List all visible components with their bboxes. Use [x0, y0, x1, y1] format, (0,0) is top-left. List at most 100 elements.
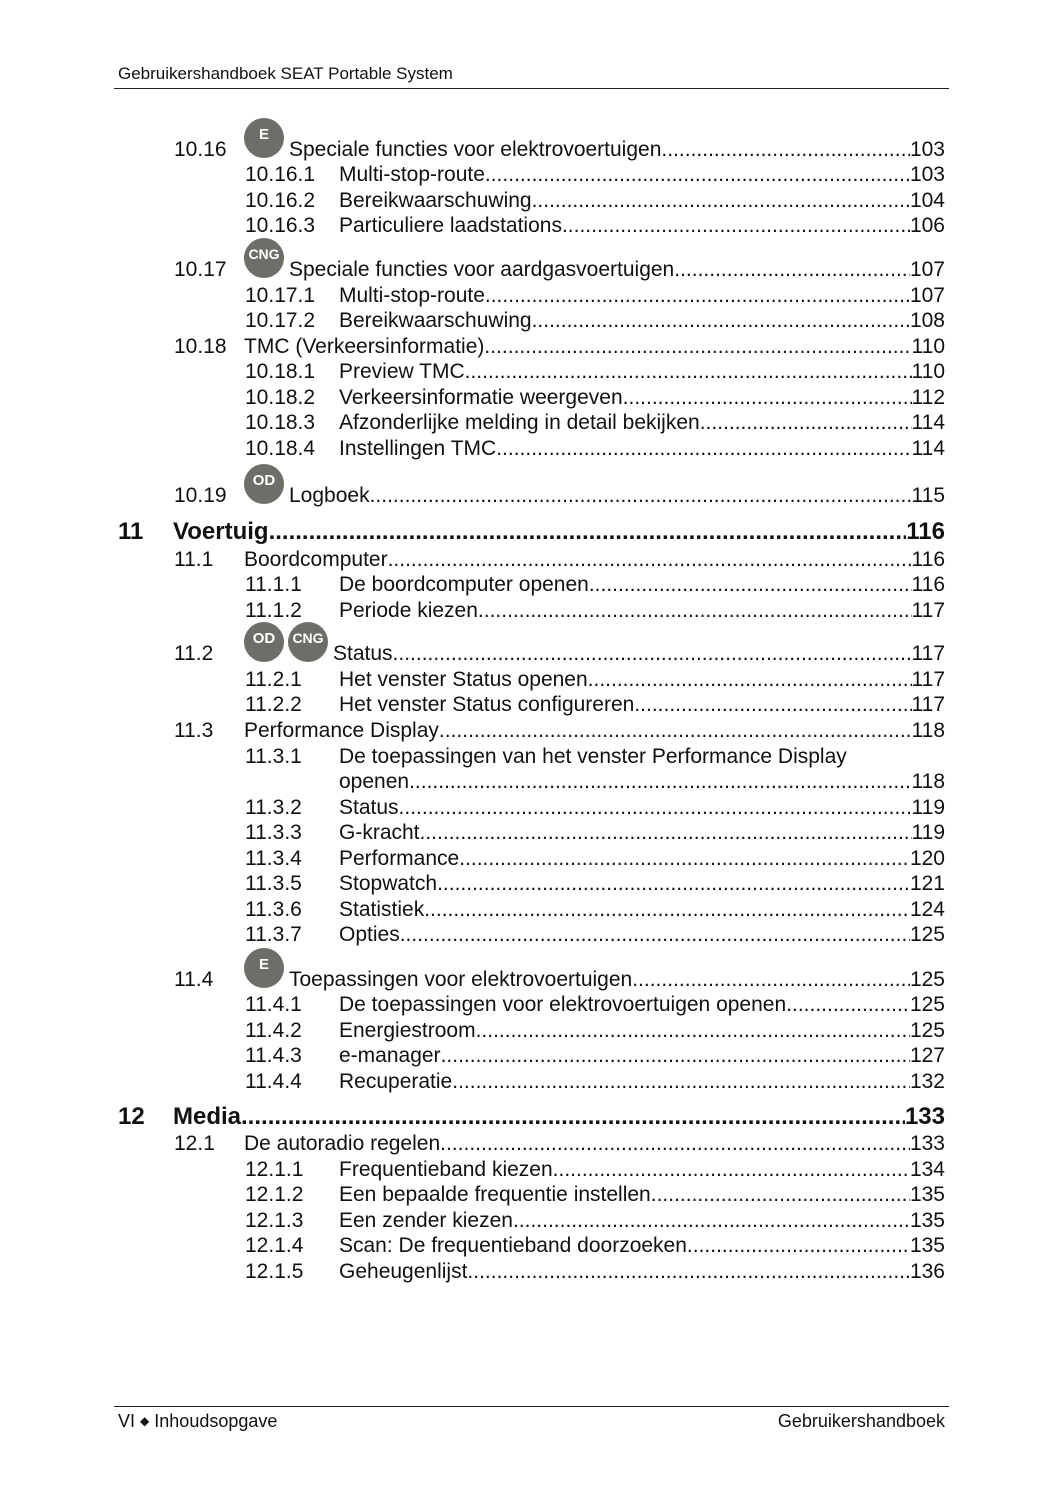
toc-entry[interactable]: 12.1.3 Een zender kiezen 135	[245, 1208, 945, 1234]
entry-title: Instellingen TMC	[339, 437, 497, 460]
entry-page: 117	[911, 599, 945, 622]
dot-leader	[532, 308, 910, 334]
toc-entry[interactable]: 11.1.2 Periode kiezen 117	[245, 598, 945, 624]
entry-title: TMC (Verkeersinformatie)	[244, 335, 485, 358]
entry-number: 11.2	[174, 642, 214, 665]
toc-entry[interactable]: 10.18.1 Preview TMC 110	[245, 359, 945, 385]
toc-entry[interactable]: 11.2.1 Het venster Status openen 117	[245, 667, 945, 693]
toc-entry[interactable]: 11.3.2 Status 119	[245, 795, 945, 821]
toc-entry[interactable]: 10.16.3 Particuliere laadstations 106	[245, 213, 945, 239]
entry-number: 11.1.2	[245, 599, 302, 622]
toc-entry[interactable]: 11.4.1 De toepassingen voor elektrovoertu…	[245, 992, 945, 1018]
entry-page: 132	[909, 1070, 945, 1093]
dot-leader	[651, 1182, 910, 1208]
entry-title: Scan: De frequentieband doorzoeken	[339, 1234, 687, 1257]
entry-page: 117	[911, 693, 945, 716]
entry-number: 12.1	[174, 1132, 215, 1155]
toc-entry[interactable]: 10.18.3 Afzonderlijke melding in detail b…	[245, 410, 945, 436]
dot-leader	[484, 334, 911, 360]
entry-title: Preview TMC	[339, 360, 465, 383]
entry-page: 110	[911, 360, 945, 383]
dot-leader	[409, 769, 911, 795]
toc-entry[interactable]: 11.3.4 Performance 120	[245, 846, 945, 872]
toc-entry[interactable]: 11.2 Status 117	[174, 641, 945, 667]
entry-page: 115	[911, 484, 945, 507]
entry-page: 108	[909, 309, 945, 332]
entry-title: Het venster Status openen	[339, 668, 588, 691]
toc-entry[interactable]: 12.1.1 Frequentieband kiezen 134	[245, 1157, 945, 1183]
toc-entry[interactable]: 11.4.2 Energiestroom 125	[245, 1018, 945, 1044]
entry-number: 10.18.2	[245, 386, 316, 409]
dot-leader	[623, 385, 912, 411]
toc-entry[interactable]: 11.3.6 Statistiek 124	[245, 897, 945, 923]
entry-page: 121	[909, 872, 945, 895]
toc-entry[interactable]: 11.4.3 e-manager 127	[245, 1043, 945, 1069]
toc-entry[interactable]: 11.3.7 Opties 125	[245, 922, 945, 948]
toc-entry[interactable]: 10.16 Speciale functies voor elektrovoert…	[174, 137, 945, 163]
toc-entry[interactable]: 12 Media 133	[118, 1104, 945, 1130]
entry-number: 12.1.3	[245, 1209, 304, 1232]
dot-leader	[269, 519, 907, 545]
entry-page: 114	[911, 437, 945, 460]
toc-entry[interactable]: 10.16.1 Multi-stop-route 103	[245, 162, 945, 188]
entry-number: 11	[118, 518, 144, 545]
header-rule	[114, 88, 949, 89]
entry-number: 11.1.1	[245, 573, 302, 596]
toc-entry[interactable]: 11.3 Performance Display 118	[174, 718, 945, 744]
toc-entry[interactable]: 11.1.1 De boordcomputer openen 116	[245, 572, 945, 598]
entry-title: Speciale functies voor aardgasvoertuigen	[289, 258, 675, 281]
entry-title: Verkeersinformatie weergeven	[339, 386, 623, 409]
toc-entry[interactable]: 10.19 Logboek 115	[174, 483, 945, 509]
entry-number: 10.16.2	[245, 189, 316, 212]
entry-title: e-manager	[339, 1044, 441, 1067]
dot-leader	[485, 162, 910, 188]
entry-number: 11.4.3	[245, 1044, 302, 1067]
dot-leader	[532, 188, 910, 214]
toc-entry[interactable]: 11.3.5 Stopwatch 121	[245, 871, 945, 897]
dot-leader	[399, 795, 912, 821]
toc-entry[interactable]: 12.1 De autoradio regelen 133	[174, 1131, 945, 1157]
toc-entry[interactable]: 11.3.3 G-kracht 119	[245, 820, 945, 846]
toc-entry[interactable]: 10.18.2 Verkeersinformatie weergeven 112	[245, 385, 945, 411]
cng-badge-icon: CNG	[244, 238, 284, 278]
entry-page: 107	[909, 258, 945, 281]
od-badge-icon: OD	[244, 622, 284, 662]
entry-title: Voertuig	[173, 518, 269, 545]
entry-number: 10.18.4	[245, 437, 316, 460]
toc-entry[interactable]: 11 Voertuig 116	[118, 518, 945, 545]
entry-page: 116	[911, 548, 945, 571]
toc-entry[interactable]: 11.3.1 De toepassingen van het venster Pe…	[245, 744, 945, 770]
toc-entry[interactable]: 11.1 Boordcomputer 116	[174, 547, 945, 573]
entry-title: Afzonderlijke melding in detail bekijken	[339, 411, 700, 434]
toc-entry[interactable]: 10.16.2 Bereikwaarschuwing 104	[245, 188, 945, 214]
entry-number: 11.3.1	[245, 745, 302, 768]
entry-title: De toepassingen van het venster Performa…	[339, 745, 847, 768]
toc-entry[interactable]: 12.1.2 Een bepaalde frequentie instellen 1…	[245, 1182, 945, 1208]
toc-entry[interactable]: 12.1.4 Scan: De frequentieband doorzoeken…	[245, 1233, 945, 1259]
dot-leader	[467, 1259, 910, 1285]
entry-page: 135	[909, 1209, 945, 1232]
entry-title: Recuperatie	[339, 1070, 453, 1093]
toc-entry[interactable]: 12.1.5 Geheugenlijst 136	[245, 1259, 945, 1285]
toc-entry[interactable]: 10.17.1 Multi-stop-route 107	[245, 283, 945, 309]
toc-entry[interactable]: 10.17.2 Bereikwaarschuwing 108	[245, 308, 945, 334]
entry-page: 134	[909, 1158, 945, 1181]
entry-page: 118	[911, 719, 945, 742]
entry-title: G-kracht	[339, 821, 420, 844]
entry-title: Multi-stop-route	[339, 163, 485, 186]
entry-title: Multi-stop-route	[339, 284, 485, 307]
toc-entry[interactable]: 10.18 TMC (Verkeersinformatie) 110	[174, 334, 945, 360]
entry-page: 125	[909, 993, 945, 1016]
dot-leader	[388, 547, 912, 573]
entry-title: Speciale functies voor elektrovoertuigen	[289, 138, 662, 161]
toc-entry[interactable]: 11.4 Toepassingen voor elektrovoertuigen 1…	[174, 967, 945, 993]
entry-page: 124	[909, 898, 945, 921]
entry-number: 10.17.2	[245, 309, 316, 332]
toc-entry[interactable]: 10.18.4 Instellingen TMC 114	[245, 436, 945, 462]
entry-number: 11.3.3	[245, 821, 302, 844]
toc-entry[interactable]: 10.17 Speciale functies voor aardgasvoert…	[174, 257, 945, 283]
entry-page: 125	[909, 923, 945, 946]
entry-page: 125	[909, 968, 945, 991]
toc-entry[interactable]: 11.4.4 Recuperatie 132	[245, 1069, 945, 1095]
toc-entry[interactable]: 11.2.2 Het venster Status configureren 117	[245, 692, 945, 718]
